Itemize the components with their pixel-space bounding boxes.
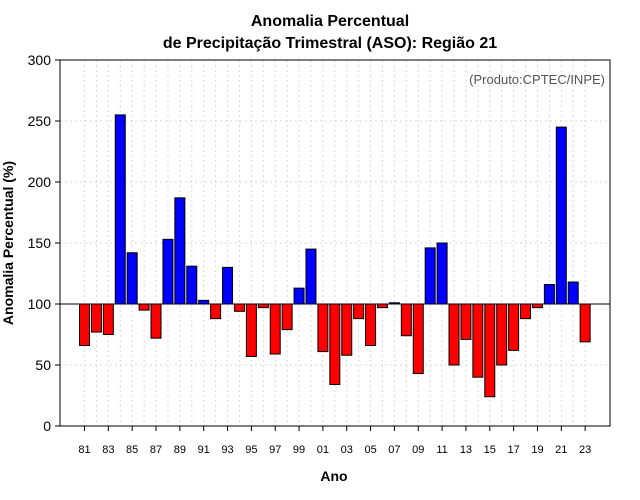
bar-89: [174, 197, 186, 305]
bar-00: [305, 248, 317, 305]
x-tick-label: 03: [341, 444, 353, 456]
x-tick-label: 97: [269, 444, 281, 456]
x-tick-label: 89: [174, 444, 186, 456]
bar-83: [102, 303, 114, 335]
bar-06: [377, 303, 388, 309]
bar-96: [257, 303, 269, 309]
chart-title-line2: de Precipitação Trimestral (ASO): Região…: [163, 35, 497, 52]
bar-20: [543, 283, 555, 305]
bar-91: [198, 299, 210, 305]
x-axis-title: Ano: [320, 468, 347, 484]
x-tick-label: 99: [293, 444, 305, 456]
bar-07: [388, 302, 400, 305]
x-tick-label: 87: [150, 444, 162, 456]
bar-15: [484, 303, 496, 398]
bar-93: [222, 266, 234, 305]
bar-05: [365, 303, 377, 346]
bar-99: [293, 287, 305, 305]
y-tick-label: 50: [35, 357, 51, 373]
x-tick-label: 83: [102, 444, 114, 456]
bar-85: [126, 252, 138, 305]
bar-81: [79, 303, 90, 346]
bar-97: [269, 303, 281, 355]
bar-09: [412, 303, 424, 375]
bar-23: [579, 303, 591, 343]
x-tick-label: 95: [245, 444, 257, 456]
x-tick-label: 09: [412, 444, 424, 456]
y-axis-title: Anomalia Percentual (%): [0, 161, 16, 325]
x-axis: 81 83 85 87 89 91 93 95 97 99 01 03 05 07 09 11 13 15 17 19…: [78, 426, 591, 456]
bar-87: [150, 303, 162, 339]
x-tick-label: 15: [484, 444, 496, 456]
y-tick-label: 200: [28, 174, 52, 190]
bar-82: [90, 303, 102, 333]
bar-04: [353, 303, 365, 320]
x-tick-label: 05: [364, 444, 376, 456]
y-axis: 0 50 100 150 200 250 300: [28, 52, 60, 434]
bar-94: [233, 303, 245, 312]
x-tick-label: 21: [555, 444, 567, 456]
x-tick-label: 23: [579, 444, 591, 456]
bar-84: [114, 114, 126, 305]
bar-18: [520, 303, 532, 320]
bar-01: [317, 303, 329, 353]
x-tick-label: 81: [78, 444, 90, 456]
x-tick-label: 17: [507, 444, 519, 456]
x-tick-label: 11: [436, 444, 447, 456]
x-tick-label: 19: [531, 444, 543, 456]
y-tick-label: 100: [28, 296, 52, 312]
source-label: (Produto:CPTEC/INPE): [469, 72, 605, 87]
chart-title-line1: Anomalia Percentual: [251, 13, 409, 30]
bar-22: [567, 281, 579, 305]
bar-90: [186, 265, 198, 305]
bar-88: [162, 238, 174, 305]
bar-14: [472, 303, 484, 378]
bar-98: [281, 303, 293, 331]
x-tick-label: 93: [221, 444, 233, 456]
x-tick-label: 13: [460, 444, 472, 456]
bar-95: [245, 303, 257, 357]
bar-11: [436, 242, 448, 305]
bars-layer: [79, 114, 591, 398]
y-tick-label: 150: [28, 235, 52, 251]
bar-17: [508, 303, 520, 351]
bar-08: [400, 303, 412, 337]
bar-02: [329, 303, 341, 386]
x-tick-label: 91: [198, 444, 210, 456]
y-tick-label: 0: [43, 418, 51, 434]
bar-12: [448, 303, 460, 366]
x-tick-label: 85: [126, 444, 138, 456]
y-tick-label: 300: [28, 52, 52, 68]
x-tick-label: 07: [388, 444, 400, 456]
bar-13: [460, 303, 472, 340]
bar-16: [496, 303, 508, 366]
bar-03: [341, 303, 353, 356]
bar-92: [210, 303, 222, 320]
y-tick-label: 250: [28, 113, 52, 129]
bar-21: [555, 126, 567, 305]
x-tick-label: 01: [317, 444, 329, 456]
bar-86: [138, 303, 150, 311]
bar-19: [531, 303, 543, 309]
bar-10: [424, 247, 436, 305]
